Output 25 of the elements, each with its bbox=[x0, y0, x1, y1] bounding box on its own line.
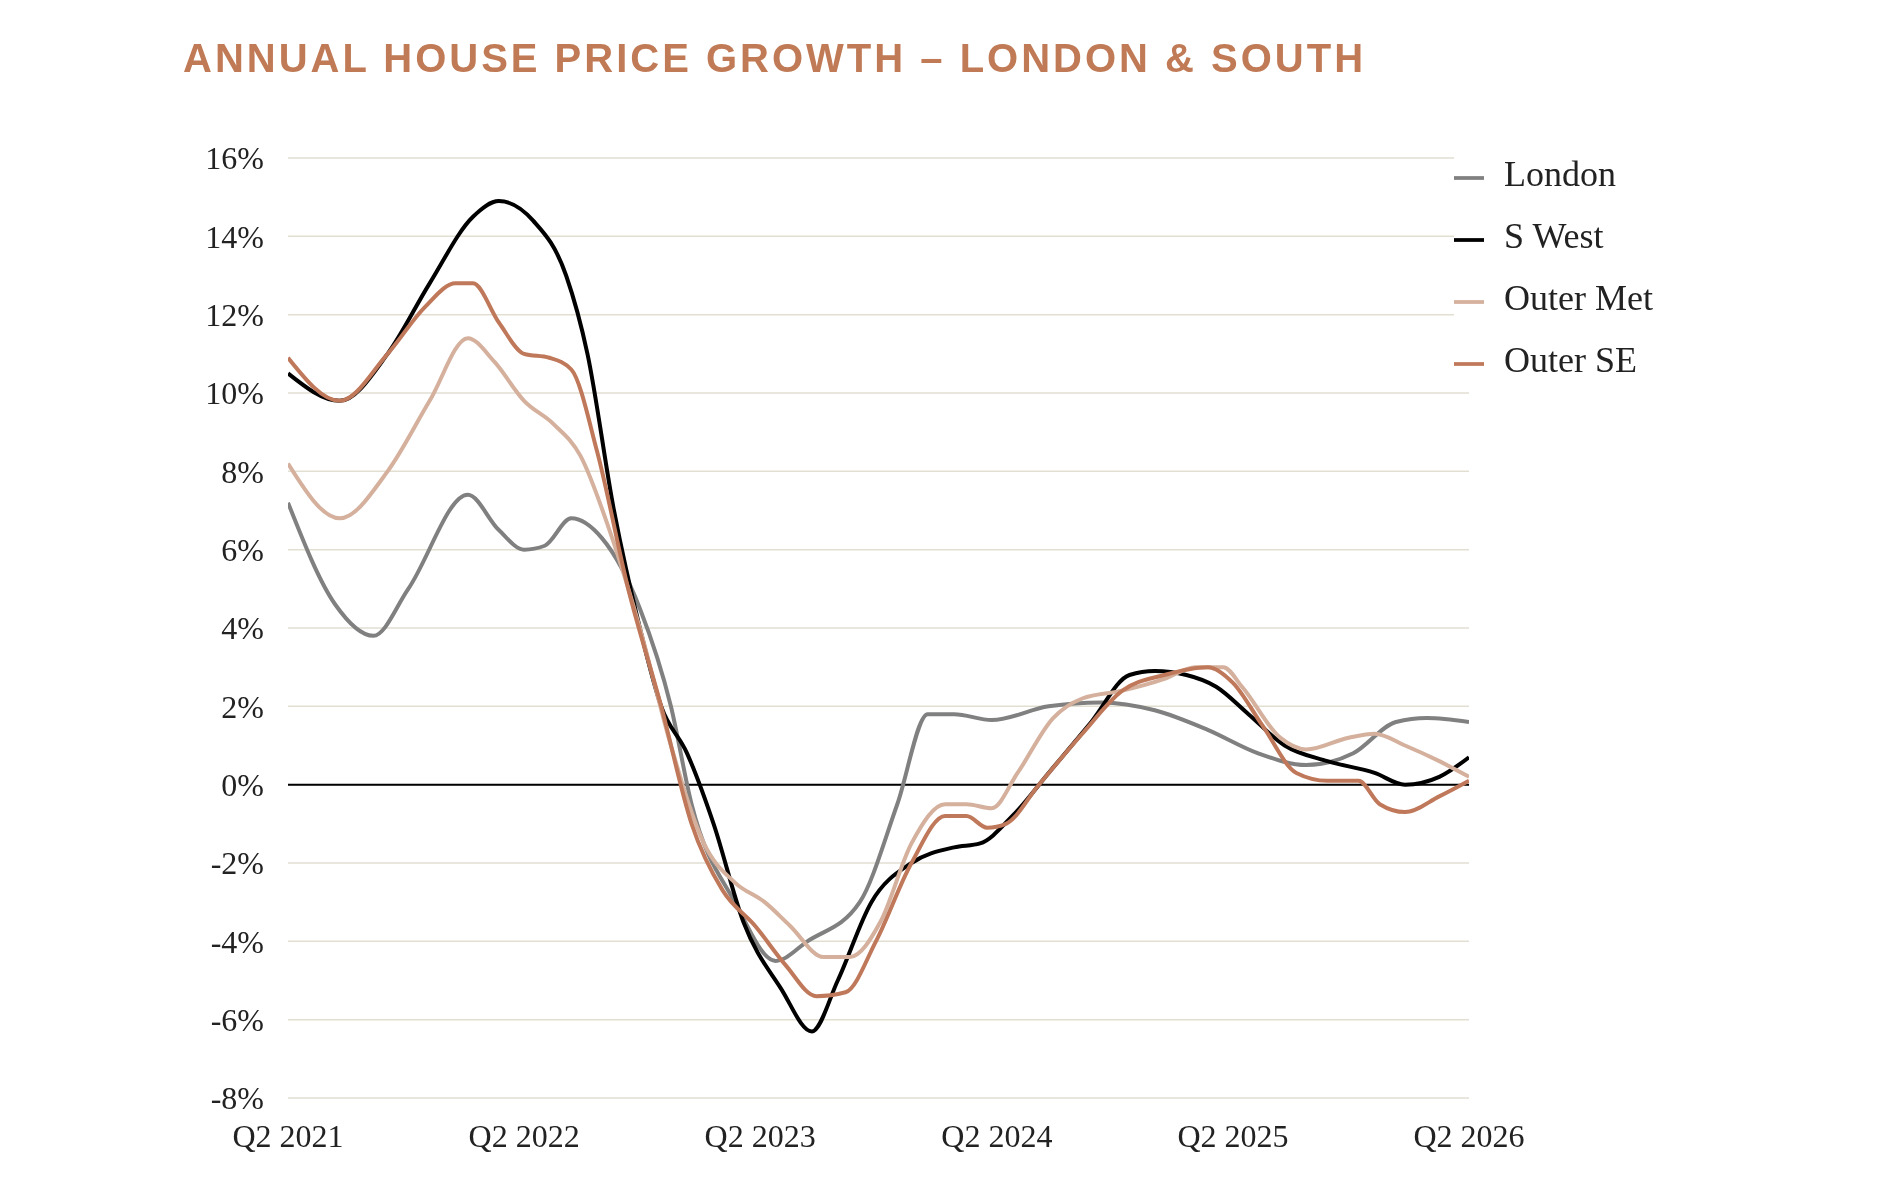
y-tick-label: -6% bbox=[210, 1002, 264, 1039]
legend-label: Outer SE bbox=[1504, 340, 1638, 380]
y-tick-label: 14% bbox=[205, 218, 264, 255]
y-tick-label: 0% bbox=[221, 767, 264, 804]
y-tick-label: 12% bbox=[205, 297, 264, 334]
x-tick-label: Q2 2024 bbox=[941, 1117, 1053, 1154]
y-tick-label: -4% bbox=[210, 923, 264, 960]
x-tick-label: Q2 2025 bbox=[1177, 1117, 1289, 1154]
y-tick-label: 8% bbox=[221, 453, 264, 490]
chart-title: ANNUAL HOUSE PRICE GROWTH – LONDON & SOUTH bbox=[183, 36, 1367, 81]
y-tick-label: 10% bbox=[205, 375, 264, 412]
y-tick-label: -2% bbox=[210, 845, 264, 882]
x-tick-label: Q2 2021 bbox=[232, 1117, 344, 1154]
line-series bbox=[288, 492, 1470, 963]
y-tick-label: 6% bbox=[221, 532, 264, 569]
legend-label: Outer Met bbox=[1504, 278, 1653, 318]
x-tick-label: Q2 2026 bbox=[1413, 1117, 1525, 1154]
legend-label: S West bbox=[1504, 216, 1604, 256]
y-tick-label: 16% bbox=[205, 140, 264, 177]
legend-label: London bbox=[1504, 154, 1617, 194]
y-tick-label: -8% bbox=[210, 1080, 264, 1117]
y-tick-label: 2% bbox=[221, 688, 264, 725]
x-tick-label: Q2 2022 bbox=[468, 1117, 580, 1154]
y-tick-label: 4% bbox=[221, 610, 264, 647]
x-tick-label: Q2 2023 bbox=[704, 1117, 816, 1154]
